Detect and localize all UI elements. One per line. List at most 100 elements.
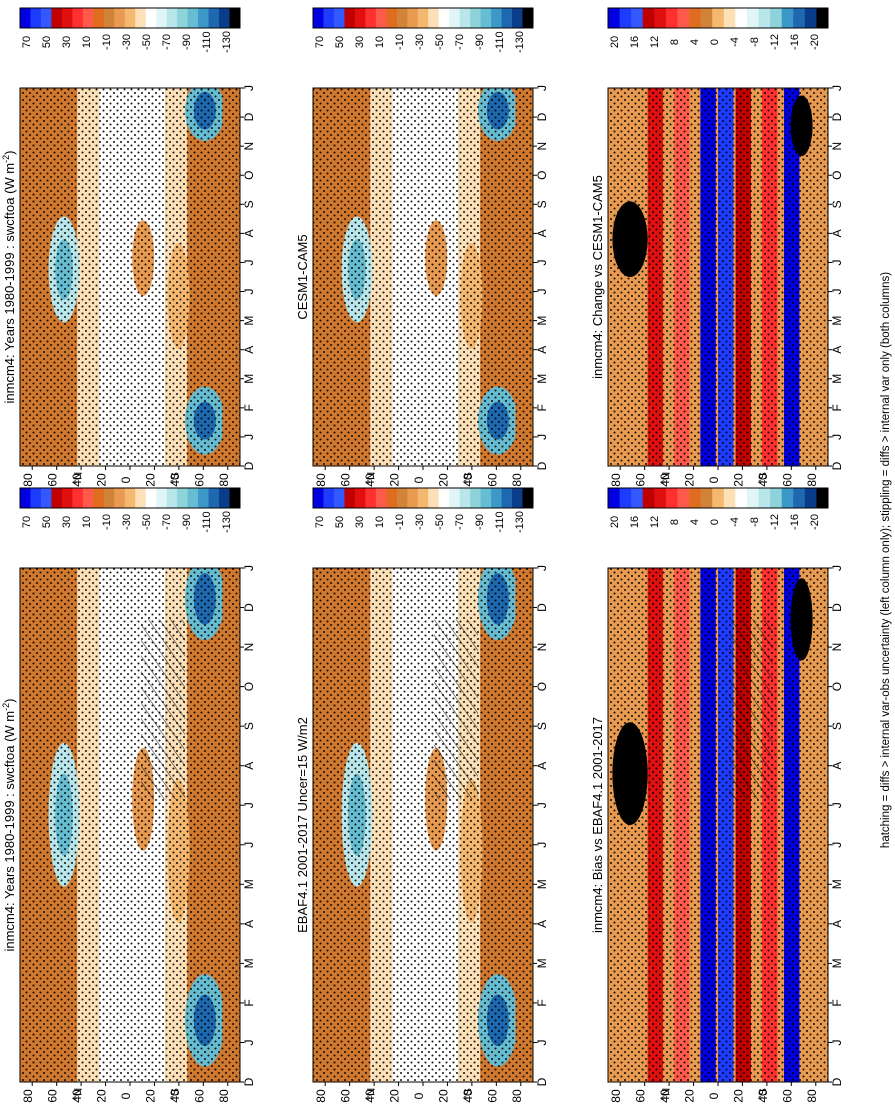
colorbar-swatch xyxy=(642,488,655,508)
month-tick-label: M xyxy=(830,316,844,326)
colorbar-swatch xyxy=(208,8,220,28)
colorbar-swatch xyxy=(375,8,387,28)
month-tick-label: O xyxy=(535,682,549,691)
colorbar-swatch xyxy=(804,8,817,28)
lat-tick-label: 40 xyxy=(461,1089,475,1103)
colorbar-swatch xyxy=(677,8,690,28)
colorbar-swatch xyxy=(689,488,702,508)
lat-tick-label: 40 xyxy=(461,473,475,487)
month-tick-label: O xyxy=(830,682,844,691)
colorbar-label: -130 xyxy=(221,511,233,533)
colorbar-swatch xyxy=(114,488,126,508)
colorbar-swatch xyxy=(82,488,94,508)
month-tick-label: D xyxy=(830,1077,844,1086)
lat-tick-label: 60 xyxy=(634,473,648,487)
colorbar-label: 20 xyxy=(609,36,621,48)
colorbar-label: -70 xyxy=(161,34,173,50)
panel-title-text: inmcm4: Years 1980-1999 : swcftoa (W m xyxy=(2,163,17,404)
panel-title: CESM1-CAM5 xyxy=(295,234,310,319)
hemisphere-mark: °N xyxy=(661,472,673,484)
lat-tick-label: 20 xyxy=(683,1089,697,1103)
month-tick-label: F xyxy=(535,999,549,1006)
stippling-overlay xyxy=(20,568,240,1082)
lat-tick-label: 80 xyxy=(314,473,328,487)
colorbar-swatch xyxy=(61,488,73,508)
colorbar-swatch xyxy=(313,488,324,508)
month-tick-label: M xyxy=(535,316,549,326)
lat-tick-label: 60 xyxy=(780,1089,794,1103)
stippling-overlay xyxy=(313,568,533,1082)
colorbar-swatch xyxy=(781,488,794,508)
colorbar-label: -70 xyxy=(454,34,466,50)
colorbar-label: -90 xyxy=(181,34,193,50)
stippling-overlay xyxy=(313,88,533,466)
lat-tick-label: 40 xyxy=(658,473,672,487)
colorbar-swatch xyxy=(480,8,492,28)
colorbar-swatch xyxy=(470,8,482,28)
month-tick-label: M xyxy=(535,374,549,384)
colorbar-swatch xyxy=(333,488,345,508)
colorbar-label: 12 xyxy=(649,516,661,528)
lat-tick-label: 80 xyxy=(314,1089,328,1103)
colorbar-swatch xyxy=(449,8,461,28)
colorbar-swatch xyxy=(758,8,771,28)
month-tick-label: J xyxy=(535,259,549,265)
lat-tick-label: 80 xyxy=(805,473,819,487)
month-tick-label: N xyxy=(830,643,844,652)
lat-tick-label: 60 xyxy=(339,1089,353,1103)
colorbar-label: 30 xyxy=(61,516,73,528)
field-p1 xyxy=(20,568,240,1082)
month-tick-label: N xyxy=(535,142,549,151)
colorbar-swatch xyxy=(735,8,748,28)
colorbar-frame xyxy=(19,7,241,29)
lat-tick-label: 20 xyxy=(388,1089,402,1103)
lat-tick-label: 80 xyxy=(217,473,231,487)
colorbar-label: 20 xyxy=(609,516,621,528)
colorbar-label: 70 xyxy=(21,36,33,48)
colorbar-label: -30 xyxy=(121,34,133,50)
colorbar-label: 16 xyxy=(629,36,641,48)
lat-tick-label: 20 xyxy=(143,1089,157,1103)
lat-tick-label: 0 xyxy=(119,1092,133,1099)
panel-title-sup: -2 xyxy=(1,703,11,711)
stippling-overlay xyxy=(20,88,240,466)
colorbar-swatch xyxy=(793,488,806,508)
colorbar-swatch xyxy=(746,488,760,508)
lat-tick-label: 20 xyxy=(95,473,109,487)
month-tick-label: M xyxy=(535,958,549,968)
lat-tick-label: 60 xyxy=(192,473,206,487)
colorbar-swatch xyxy=(333,8,345,28)
colorbar-swatch xyxy=(417,488,429,508)
colorbar-label: 30 xyxy=(61,36,73,48)
month-tick-label: D xyxy=(535,603,549,612)
month-tick-label: A xyxy=(242,920,256,928)
field-p4 xyxy=(313,88,533,466)
colorbar-swatch xyxy=(816,8,829,28)
colorbar-swatch xyxy=(700,488,713,508)
colorbar-label: -50 xyxy=(141,514,153,530)
colorbar-frame xyxy=(312,7,534,29)
colorbar-label: -4 xyxy=(729,517,741,527)
colorbar-swatch xyxy=(72,8,84,28)
month-tick-label: J xyxy=(242,434,256,440)
lat-tick-label: 0 xyxy=(707,1092,721,1099)
colorbar-label: -90 xyxy=(474,514,486,530)
colorbar-label: -8 xyxy=(749,37,761,47)
month-tick-label: J xyxy=(830,842,844,848)
colorbar-label: -110 xyxy=(494,31,506,52)
colorbar-swatch xyxy=(30,488,42,508)
lat-tick-label: 20 xyxy=(731,473,745,487)
colorbar-swatch xyxy=(608,488,621,508)
lat-tick-label: 60 xyxy=(339,473,353,487)
colorbar-swatch xyxy=(396,8,408,28)
colorbar-swatch xyxy=(712,488,725,508)
panel-title: inmcm4: Bias vs EBAF4.1 2001-2017 xyxy=(590,717,605,933)
month-tick-label: M xyxy=(242,316,256,326)
colorbar-swatch xyxy=(354,8,366,28)
hemisphere-mark: °N xyxy=(366,1088,378,1100)
colorbar-label: 50 xyxy=(41,516,53,528)
month-tick-label: M xyxy=(830,958,844,968)
colorbar-swatch xyxy=(135,488,147,508)
colorbar-swatch xyxy=(20,8,31,28)
month-tick-label: S xyxy=(242,200,256,208)
